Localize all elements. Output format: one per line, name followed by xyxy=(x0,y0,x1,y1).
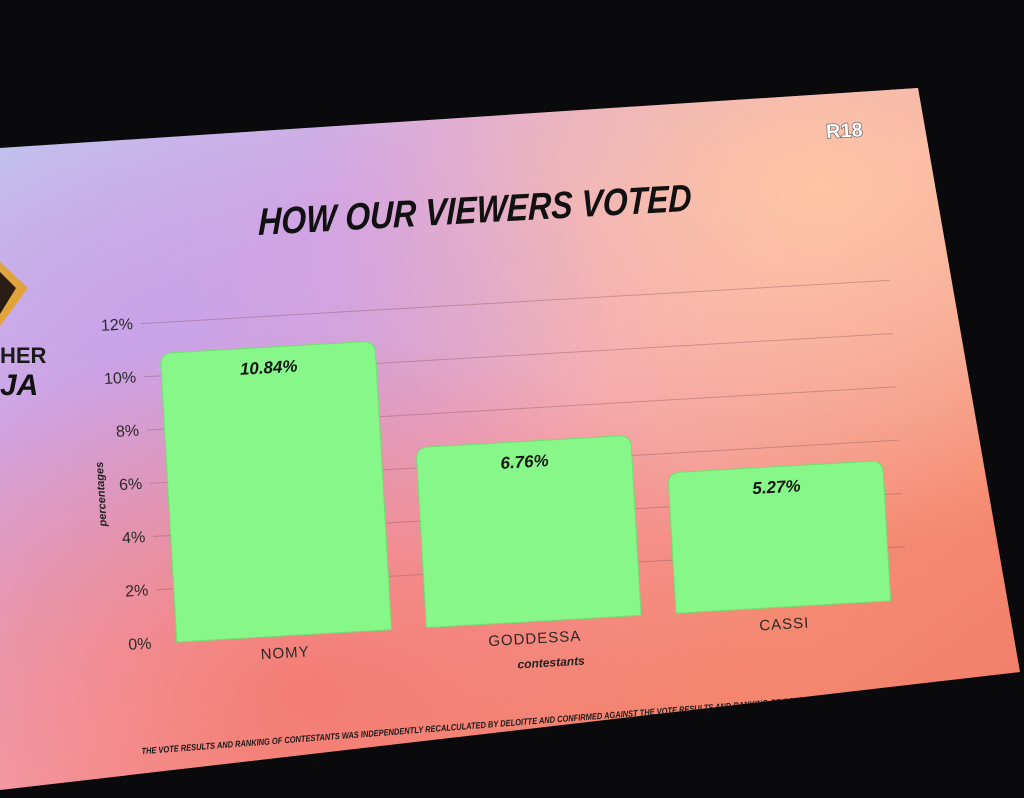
bar-goddessa xyxy=(416,435,642,629)
x-tick-label: GODDESSA xyxy=(488,628,582,650)
y-tick-label: 10% xyxy=(104,369,137,388)
x-tick-label: CASSI xyxy=(759,615,810,635)
y-tick-label: 4% xyxy=(122,529,146,547)
y-axis-ticks: 0% 2% 4% 6% 8% 10% 12% xyxy=(101,316,152,654)
bar-cassi xyxy=(668,460,892,614)
logo-text-bottom: JA xyxy=(0,369,38,402)
rating-badge: R18 xyxy=(826,119,864,143)
bar-nomy xyxy=(160,341,393,643)
bar-chart: 0% 2% 4% 6% 8% 10% 12% 10.84% 6.76% 5.27% NOMY GO… xyxy=(94,279,906,672)
slide: HER JA R18 HOW OUR VIEWERS VOTED 0%2%4%6… xyxy=(0,88,1020,790)
x-axis-ticks: NOMY GODDESSA CASSI xyxy=(260,615,810,664)
chart-data-labels: 10.84% 6.76% 5.27% xyxy=(239,357,801,499)
show-logo: HER JA xyxy=(0,262,47,402)
gridline xyxy=(140,279,890,325)
y-tick-label: 6% xyxy=(119,476,143,494)
y-tick-label: 0% xyxy=(128,636,152,654)
y-tick-label: 12% xyxy=(101,316,134,335)
y-axis-label: percentages xyxy=(94,461,110,527)
chart-bars xyxy=(160,341,892,643)
x-axis-label: contestants xyxy=(517,654,585,672)
data-label: 5.27% xyxy=(752,476,801,498)
data-label: 6.76% xyxy=(500,451,549,473)
logo-text-top: HER xyxy=(0,343,47,368)
y-tick-label: 2% xyxy=(125,582,149,600)
logo-eye-icon xyxy=(0,262,28,326)
x-tick-label: NOMY xyxy=(260,643,310,663)
data-label: 10.84% xyxy=(239,357,298,379)
y-tick-label: 8% xyxy=(116,423,140,441)
